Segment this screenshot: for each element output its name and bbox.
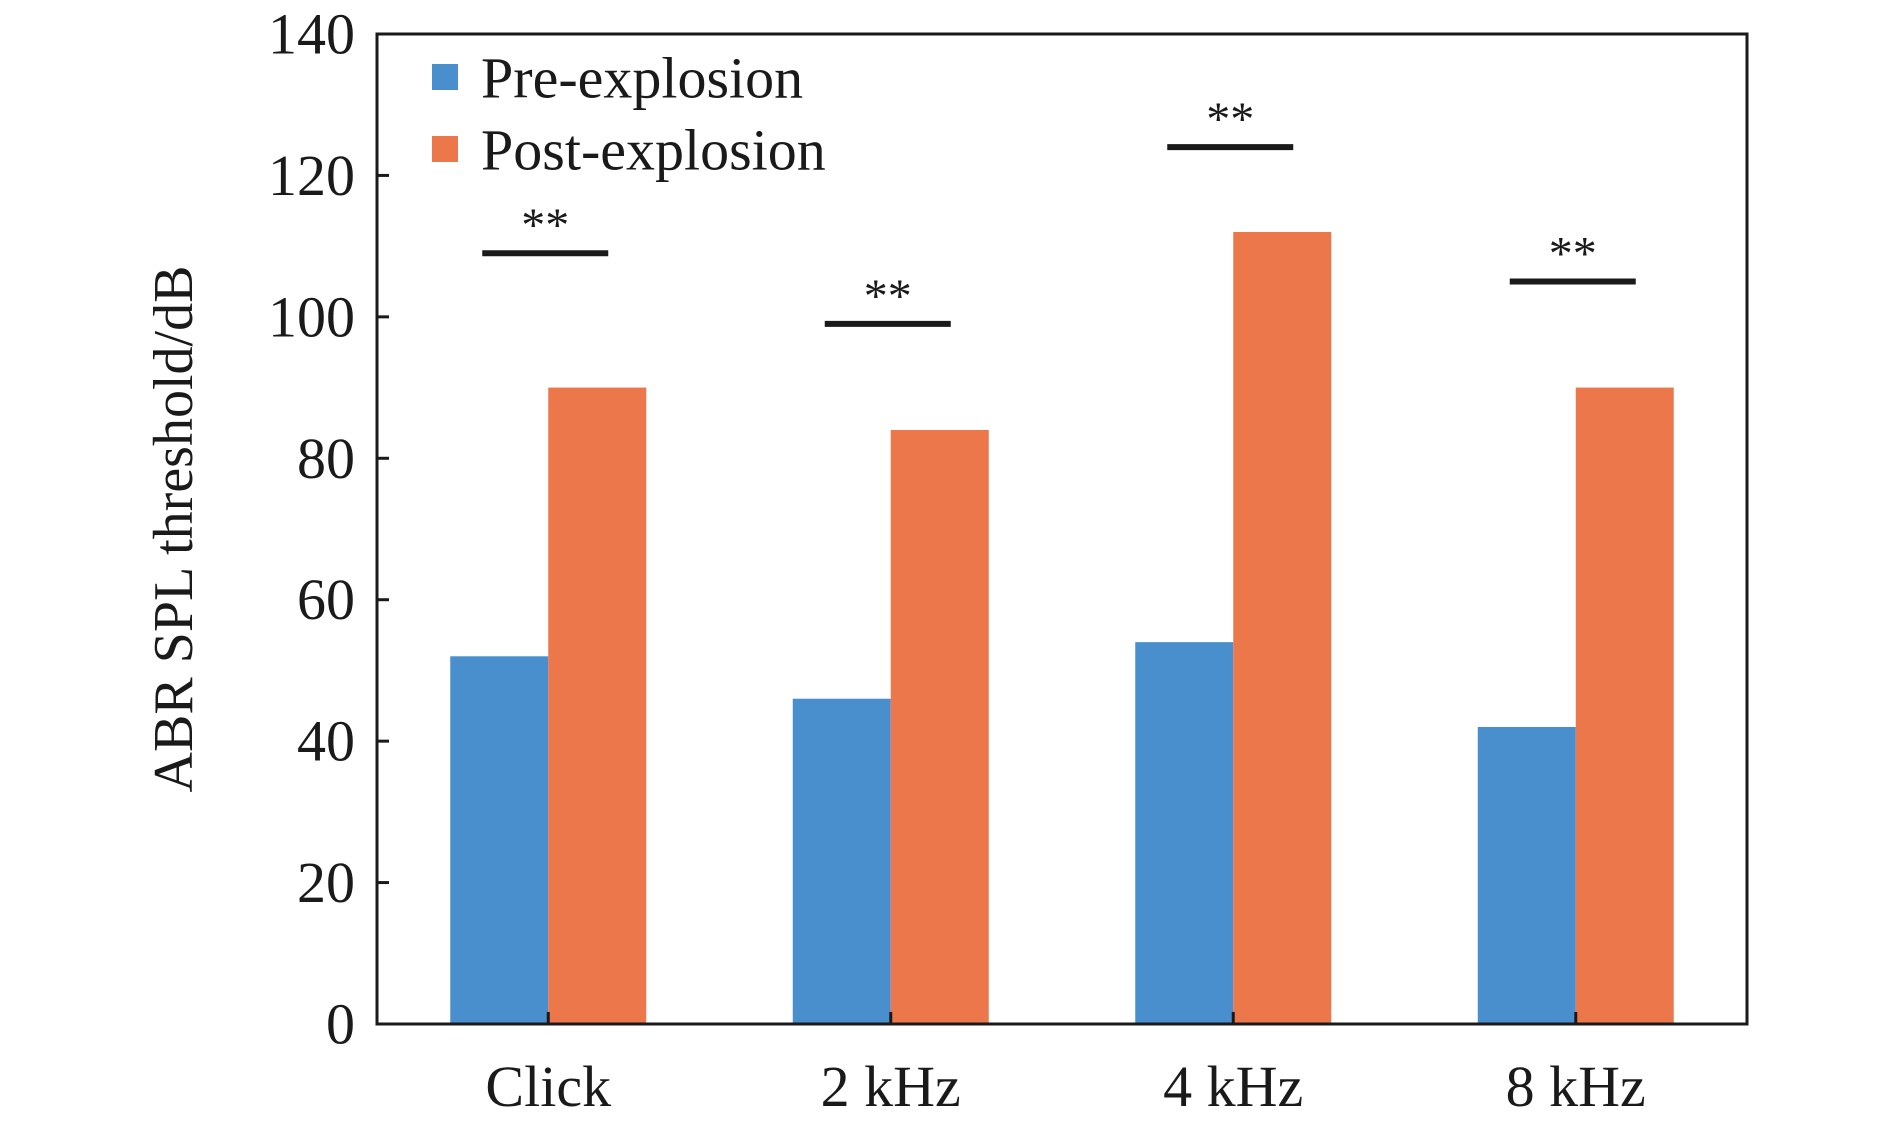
x-tick-label-2: 4 kHz [1163,1054,1303,1119]
y-tick-label-1: 20 [297,850,355,915]
y-tick-label-7: 140 [268,2,355,67]
y-tick-label-0: 0 [326,992,355,1057]
significance-label-3: ** [1549,228,1597,281]
legend-label-1: Post-explosion [481,118,826,183]
bar-post-2 [1233,232,1332,1024]
plot-frame [375,32,1749,1026]
plot-area: ** ** ** ** [450,93,1674,1025]
legend-label-0: Pre-explosion [481,46,803,111]
bar-post-0 [548,387,647,1025]
legend-swatch-1 [432,136,458,162]
legend: Pre-explosion Post-explosion [432,46,826,183]
y-tick-label-5: 100 [268,284,355,349]
x-tick-label-3: 8 kHz [1506,1054,1646,1119]
bar-pre-0 [450,656,549,1024]
x-tick-label-0: Click [485,1054,611,1119]
y-axis-title: ABR SPL threshold/dB [143,266,205,793]
bar-pre-1 [792,698,891,1024]
bar-post-3 [1575,387,1674,1025]
legend-swatch-0 [432,64,458,90]
bar-pre-2 [1135,642,1234,1024]
y-tick-label-4: 80 [297,426,355,491]
bar-post-1 [890,430,989,1024]
y-tick-label-3: 60 [297,567,355,632]
y-tick-label-2: 40 [297,709,355,774]
bar-pre-3 [1477,727,1576,1024]
axes: 0 20 40 60 80 100 120 140 Click 2 kHz 4 kHz 8 kHz AB… [143,2,1749,1119]
significance-label-2: ** [1206,93,1254,146]
y-tick-label-6: 120 [268,143,355,208]
x-tick-label-1: 2 kHz [821,1054,961,1119]
significance-label-0: ** [521,199,569,252]
significance-label-1: ** [864,270,912,323]
